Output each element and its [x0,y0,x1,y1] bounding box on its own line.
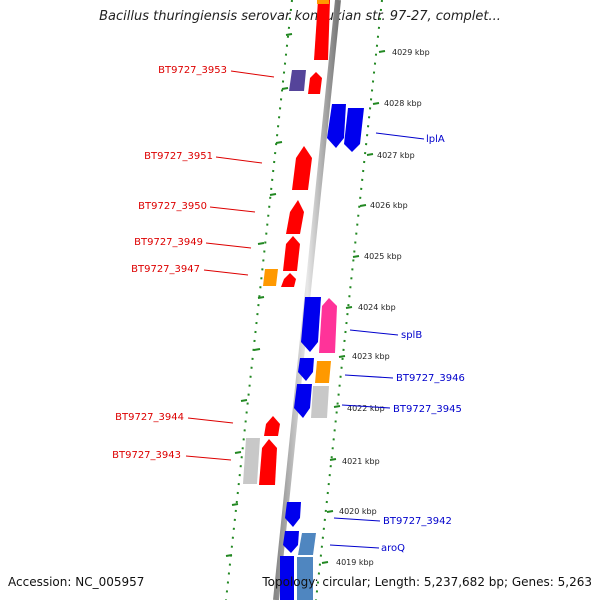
forward-strand-genes [280,104,364,600]
kbp-tick-label: 4021 kbp [342,457,380,466]
gene-label[interactable]: BT9727_3951 [144,151,213,162]
kbp-tick-label: 4026 kbp [370,201,408,210]
gene-label[interactable]: BT9727_3945 [393,404,462,415]
gene-label[interactable]: BT9727_3944 [115,412,184,423]
gene-arrow[interactable] [283,531,299,553]
gene-label[interactable]: lplA [426,134,445,145]
gene-block[interactable] [311,386,329,418]
gene-arrow[interactable] [314,0,330,60]
gene-block[interactable] [263,269,278,286]
map-title: Bacillus thuringiensis serovar konkukian… [99,9,501,24]
outer-left-genes [243,0,329,484]
gene-label[interactable]: BT9727_3947 [131,264,200,275]
gene-arrow[interactable] [264,416,280,436]
gene-block[interactable] [315,361,331,383]
accession-text: Accession: NC_005957 [8,575,144,589]
gene-label[interactable]: BT9727_3946 [396,373,465,384]
gene-arrow[interactable] [283,236,300,271]
gene-block[interactable] [243,438,260,484]
gene-block[interactable] [317,0,329,4]
gene-block[interactable] [297,557,313,600]
right-ruler-line [315,0,383,600]
gene-arrow[interactable] [286,200,304,234]
gene-block[interactable] [280,556,294,600]
left-tick-marks [225,33,293,557]
kbp-tick-label: 4025 kbp [364,252,402,261]
gene-label[interactable]: BT9727_3942 [383,516,452,527]
gene-arrow[interactable] [285,502,301,527]
kbp-tick-label: 4023 kbp [352,352,390,361]
kbp-tick-label: 4019 kbp [336,558,374,567]
kbp-tick-label: 4029 kbp [392,48,430,57]
left-leader-lines [185,70,275,461]
gene-label[interactable]: BT9727_3949 [134,237,203,248]
gene-arrow[interactable] [327,104,346,148]
gene-arrow[interactable] [319,298,337,353]
gene-arrow[interactable] [259,439,277,485]
gene-arrow[interactable] [298,358,314,381]
kbp-tick-label: 4022 kbp [347,404,385,413]
kbp-tick-label: 4027 kbp [377,151,415,160]
outer-right-genes [297,298,337,600]
right-leader-lines [329,132,425,549]
genome-summary-text: Topology: circular; Length: 5,237,682 bp… [261,575,592,589]
gene-arrow[interactable] [292,146,312,190]
gene-label[interactable]: aroQ [381,543,405,554]
gene-block[interactable] [298,533,316,555]
gene-label[interactable]: BT9727_3953 [158,65,227,76]
gene-arrow[interactable] [301,297,321,352]
gene-arrow[interactable] [294,384,312,418]
gene-label[interactable]: BT9727_3943 [112,450,181,461]
right-tick-marks [321,50,386,564]
gene-block[interactable] [289,70,306,91]
gene-arrow[interactable] [281,273,296,287]
gene-arrow[interactable] [344,108,364,152]
kbp-tick-label: 4020 kbp [339,507,377,516]
kbp-tick-label: 4024 kbp [358,303,396,312]
gene-label[interactable]: splB [401,330,422,341]
left-ruler-line [225,0,293,600]
gene-label[interactable]: BT9727_3950 [138,201,207,212]
gene-arrow[interactable] [308,72,322,94]
reverse-strand-genes [259,0,330,485]
kbp-tick-label: 4028 kbp [384,99,422,108]
